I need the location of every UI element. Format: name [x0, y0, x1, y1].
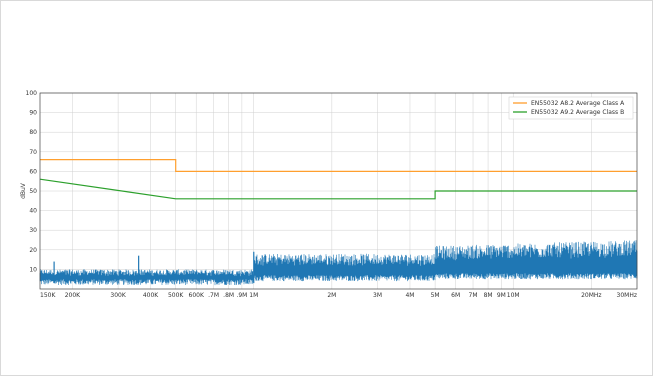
y-tick-label: 50 [29, 188, 37, 195]
x-tick-label: 200K [65, 292, 81, 299]
legend: EN55032 A8.2 Average Class A EN55032 A9.… [508, 96, 634, 120]
x-tick-label: 20MHz [581, 292, 601, 299]
x-tick-label: 500K [168, 292, 184, 299]
y-tick-label: 40 [29, 208, 37, 215]
x-tick-label: .8M [223, 292, 234, 299]
x-tick-label: 10M [507, 292, 520, 299]
y-tick-label: 80 [29, 129, 37, 136]
limit-lines [39, 159, 637, 200]
x-tick-label: 150K [40, 292, 56, 299]
measurement-trace [39, 240, 638, 286]
x-tick-label: 2M [327, 292, 336, 299]
legend-box [508, 96, 634, 120]
plot-area [39, 92, 638, 290]
x-axis-ticks: 150K 200K 300K 400K 500K 600K .7M .8M .9M 1M 2M 3M 4… [40, 292, 637, 299]
y-tick-label: 60 [29, 168, 37, 175]
x-tick-label: 6M [451, 292, 460, 299]
y-tick-label: 90 [29, 110, 37, 117]
x-tick-label: 600K [189, 292, 205, 299]
x-tick-label: 300K [110, 292, 126, 299]
y-axis-ticks: 10 20 30 40 50 60 70 80 90 100 [26, 90, 38, 273]
y-tick-label: 70 [29, 149, 37, 156]
x-tick-label: 8M [484, 292, 493, 299]
x-tick-label: 3M [373, 292, 382, 299]
x-tick-label: 1M [249, 292, 258, 299]
x-tick-label: 9M [497, 292, 506, 299]
y-axis-label: dBuV [20, 182, 27, 199]
x-tick-label: 400K [143, 292, 159, 299]
x-tick-label: 4M [405, 292, 414, 299]
x-tick-label: .9M [236, 292, 247, 299]
x-tick-label: 5M [431, 292, 440, 299]
legend-label-class-b: EN55032 A9.2 Average Class B [531, 109, 624, 116]
y-tick-label: 10 [29, 266, 37, 273]
limit-line-class-b [39, 178, 637, 200]
y-tick-label: 20 [29, 247, 37, 254]
y-tick-label: 100 [26, 90, 38, 97]
x-tick-label: .7M [208, 292, 219, 299]
measurement-noise [39, 240, 638, 286]
x-tick-label: 30MHz [617, 292, 637, 299]
y-tick-label: 30 [29, 227, 37, 234]
x-tick-label: 7M [469, 292, 478, 299]
limit-line-class-a [40, 159, 637, 172]
legend-label-class-a: EN55032 A8.2 Average Class A [531, 100, 625, 107]
